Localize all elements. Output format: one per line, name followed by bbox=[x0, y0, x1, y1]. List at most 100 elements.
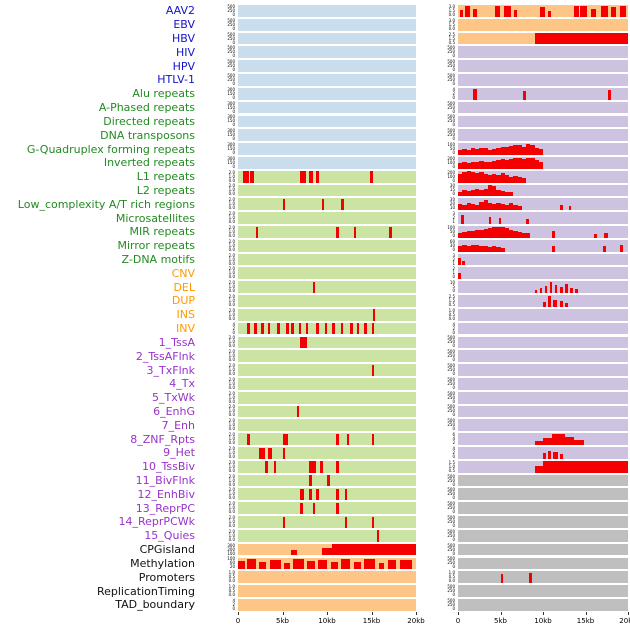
y-axis-ticks-left: 2.0 1.0 0.0 bbox=[200, 184, 238, 196]
y-tick-label: 0 bbox=[232, 108, 235, 114]
signal-bar bbox=[513, 157, 518, 169]
signal-bar bbox=[495, 6, 501, 17]
y-tick-label: 0.0 bbox=[228, 205, 235, 211]
y-tick-label: 500 bbox=[447, 390, 455, 396]
signal-bar bbox=[544, 285, 548, 294]
track-panel-right bbox=[458, 391, 628, 404]
signal-bar bbox=[282, 198, 286, 211]
signal-bar bbox=[332, 323, 335, 335]
signal-bar bbox=[470, 203, 475, 211]
y-tick-label: 4 bbox=[232, 597, 235, 603]
track-panel-left bbox=[238, 74, 416, 86]
signal-bar bbox=[466, 245, 471, 252]
signal-bar bbox=[590, 8, 596, 17]
y-tick-label: 0.0 bbox=[228, 440, 235, 446]
y-axis-ticks-left: 2.0 1.0 0.0 bbox=[200, 308, 238, 321]
signal-bar bbox=[462, 205, 467, 211]
y-tick-label: 200 bbox=[227, 546, 235, 552]
y-tick-label: 0 bbox=[452, 108, 455, 114]
signal-bar bbox=[548, 10, 552, 17]
track-row: 2_TssAFlnk 2.0 1.0 0.0 500 250 0 bbox=[0, 349, 630, 363]
track-label: 12_EnhBiv bbox=[137, 487, 195, 501]
y-tick-label: 250 bbox=[447, 367, 455, 373]
signal-bar bbox=[500, 248, 505, 252]
y-axis-ticks-left: 2.0 1.0 0.0 bbox=[200, 391, 238, 404]
signal-bar bbox=[539, 288, 543, 294]
signal-bar bbox=[604, 233, 608, 238]
track-panel-left bbox=[238, 198, 416, 211]
y-tick-label: 150 bbox=[227, 90, 235, 96]
signal-bar bbox=[487, 228, 492, 238]
y-tick-label: 0.0 bbox=[228, 412, 235, 418]
track-panel-left bbox=[238, 474, 416, 487]
signal-bar bbox=[458, 246, 463, 252]
track-row: Mirror repeats 2.0 1.0 0.0 60 30 0 bbox=[0, 239, 630, 253]
signal-bar bbox=[487, 149, 492, 155]
y-tick-label: 0 bbox=[232, 94, 235, 100]
signal-bar bbox=[346, 433, 350, 445]
y-tick-label: 1.0 bbox=[228, 187, 235, 193]
y-tick-label: 6 bbox=[452, 432, 455, 438]
y-axis-ticks-left: 2.0 1.0 0.0 bbox=[200, 515, 238, 528]
y-tick-label: 1.0 bbox=[228, 242, 235, 248]
y-tick-label: 1.0 bbox=[228, 201, 235, 207]
track-panel-left bbox=[238, 571, 416, 584]
signal-bar bbox=[319, 461, 324, 473]
y-axis-ticks-left: 1.0 0.5 0.0 bbox=[200, 585, 238, 597]
track-panel-left bbox=[238, 308, 416, 321]
y-tick-label: 1.0 bbox=[228, 270, 235, 276]
y-tick-label: 300 bbox=[227, 114, 235, 120]
signal-bar bbox=[517, 145, 522, 155]
y-tick-label: 250 bbox=[447, 560, 455, 566]
y-tick-label: 0 bbox=[452, 343, 455, 349]
y-tick-label: 150 bbox=[227, 159, 235, 165]
y-tick-label: 2 bbox=[452, 266, 455, 272]
track-panel-right bbox=[458, 60, 628, 73]
track-panel-left bbox=[238, 46, 416, 59]
track-label: HPV bbox=[172, 59, 195, 73]
signal-bar bbox=[277, 323, 280, 335]
signal-bar bbox=[286, 323, 289, 335]
signal-bar bbox=[538, 149, 543, 155]
track-panel-right bbox=[458, 184, 628, 197]
track-row: 5_TxWk 2.0 1.0 0.0 500 250 0 bbox=[0, 391, 630, 405]
y-axis-ticks-right: 500 250 0 bbox=[416, 377, 458, 390]
signal-bar bbox=[504, 147, 509, 155]
signal-bar bbox=[259, 562, 267, 570]
y-tick-label: 0.0 bbox=[228, 260, 235, 266]
signal-bar bbox=[554, 284, 558, 294]
y-tick-label: 500 bbox=[447, 418, 455, 424]
signal-bar bbox=[466, 149, 471, 155]
track-panel-left bbox=[238, 267, 416, 280]
y-tick-label: 2.0 bbox=[228, 183, 235, 189]
track-panel-left bbox=[238, 364, 416, 376]
track-panel-right bbox=[458, 143, 628, 155]
signal-bar bbox=[298, 323, 301, 335]
signal-bar bbox=[543, 437, 552, 445]
y-tick-label: 500 bbox=[447, 556, 455, 562]
signal-bar bbox=[458, 174, 463, 183]
y-axis-ticks-left: 2.0 1.0 0.0 bbox=[200, 474, 238, 487]
track-row: 8_ZNF_Rpts 2.0 1.0 0.0 6 4 2 bbox=[0, 432, 630, 446]
signal-bar bbox=[255, 226, 259, 238]
track-panel-left bbox=[238, 143, 416, 155]
signal-bar bbox=[594, 233, 598, 238]
track-label: EBV bbox=[173, 18, 195, 32]
y-tick-label: 30 bbox=[449, 197, 455, 203]
track-row: 10_TssBiv 2.0 1.0 0.0 1.5 1.0 0.5 bbox=[0, 460, 630, 474]
y-axis-ticks-right: 1.0 0.5 0.0 bbox=[416, 571, 458, 583]
y-tick-label: 100 bbox=[227, 550, 235, 556]
y-tick-label: 3 bbox=[452, 211, 455, 217]
signal-bar bbox=[496, 174, 501, 183]
y-tick-label: 2.0 bbox=[228, 169, 235, 175]
signal-bar bbox=[364, 558, 376, 570]
y-tick-label: 0 bbox=[452, 288, 455, 294]
y-tick-label: 250 bbox=[447, 132, 455, 138]
signal-bar bbox=[575, 288, 578, 294]
signal-bar bbox=[458, 204, 463, 211]
y-tick-label: 0 bbox=[232, 605, 235, 611]
y-tick-label: 250 bbox=[447, 601, 455, 607]
